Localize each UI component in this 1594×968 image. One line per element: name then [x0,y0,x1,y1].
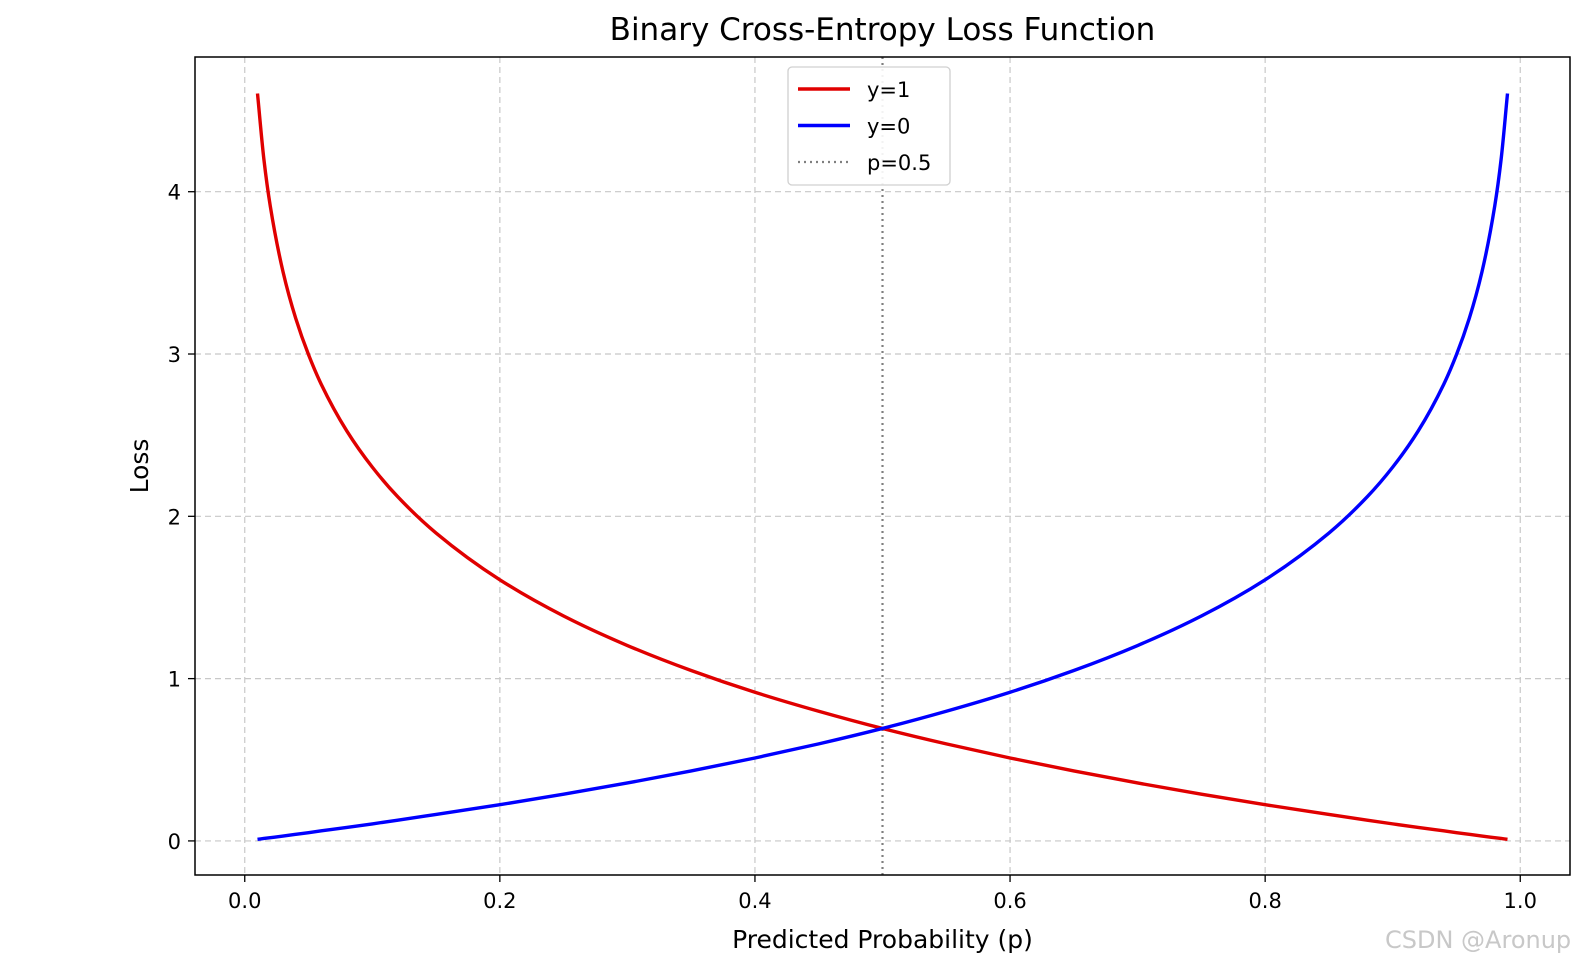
chart-title: Binary Cross-Entropy Loss Function [610,12,1156,48]
tick-layer: 0.0 0.2 0.4 0.6 0.8 1.0 0 1 2 3 4 [168,181,1537,913]
legend-box [787,66,951,186]
y-tick-label: 4 [168,181,181,205]
legend-label: y=0 [867,115,910,139]
series-line-y0 [257,93,1510,841]
x-tick-label: 0.4 [738,889,771,913]
x-tick-label: 0.0 [228,889,261,913]
series-layer [255,93,1510,841]
watermark: CSDN @Aronup [1385,926,1571,954]
y-tick-label: 0 [168,830,181,854]
legend: y=1 y=0 p=0.5 [787,66,951,186]
x-tick-label: 0.2 [483,889,516,913]
y-tick-label: 1 [168,668,181,692]
x-tick-label: 0.6 [993,889,1026,913]
x-tick-label: 1.0 [1504,889,1537,913]
legend-label: p=0.5 [867,151,931,175]
x-tick-label: 0.8 [1248,889,1281,913]
plot-area-frame [194,56,1571,876]
x-axis-label: Predicted Probability (p) [732,925,1033,954]
grid-layer [195,57,1570,875]
y-tick-label: 3 [168,343,181,367]
y-axis-label: Loss [125,439,154,494]
legend-label: y=1 [867,78,910,102]
y-tick-label: 2 [168,505,181,529]
